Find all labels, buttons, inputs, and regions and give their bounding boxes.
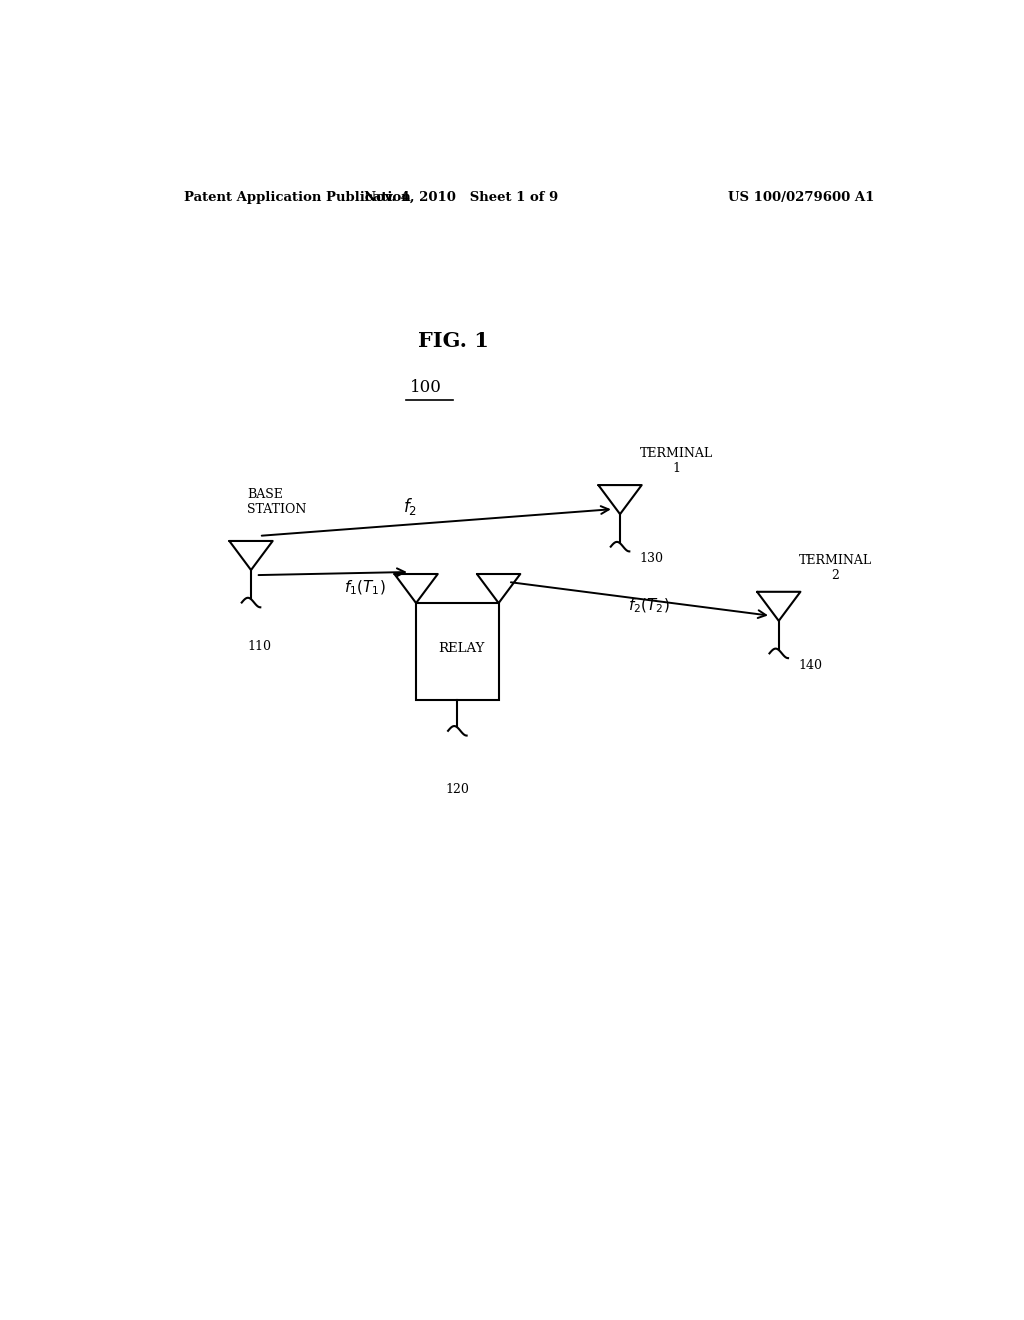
Text: Nov. 4, 2010   Sheet 1 of 9: Nov. 4, 2010 Sheet 1 of 9	[365, 190, 558, 203]
Bar	[416, 603, 499, 700]
Text: 110: 110	[247, 640, 271, 653]
Text: 130: 130	[640, 552, 664, 565]
Text: $f_2$: $f_2$	[402, 495, 417, 516]
Text: $f_1(T_1)$: $f_1(T_1)$	[344, 578, 386, 597]
Text: FIG. 1: FIG. 1	[418, 331, 488, 351]
Text: 100: 100	[410, 379, 441, 396]
Text: TERMINAL
2: TERMINAL 2	[799, 553, 871, 582]
Text: BASE
STATION: BASE STATION	[247, 487, 306, 516]
Text: US 100/0279600 A1: US 100/0279600 A1	[728, 190, 873, 203]
Text: 120: 120	[445, 783, 469, 796]
Text: RELAY: RELAY	[438, 642, 484, 655]
Text: 140: 140	[799, 659, 822, 672]
Text: $f_2(T_2)$: $f_2(T_2)$	[628, 597, 670, 615]
Text: Patent Application Publication: Patent Application Publication	[183, 190, 411, 203]
Text: TERMINAL
1: TERMINAL 1	[640, 447, 713, 475]
